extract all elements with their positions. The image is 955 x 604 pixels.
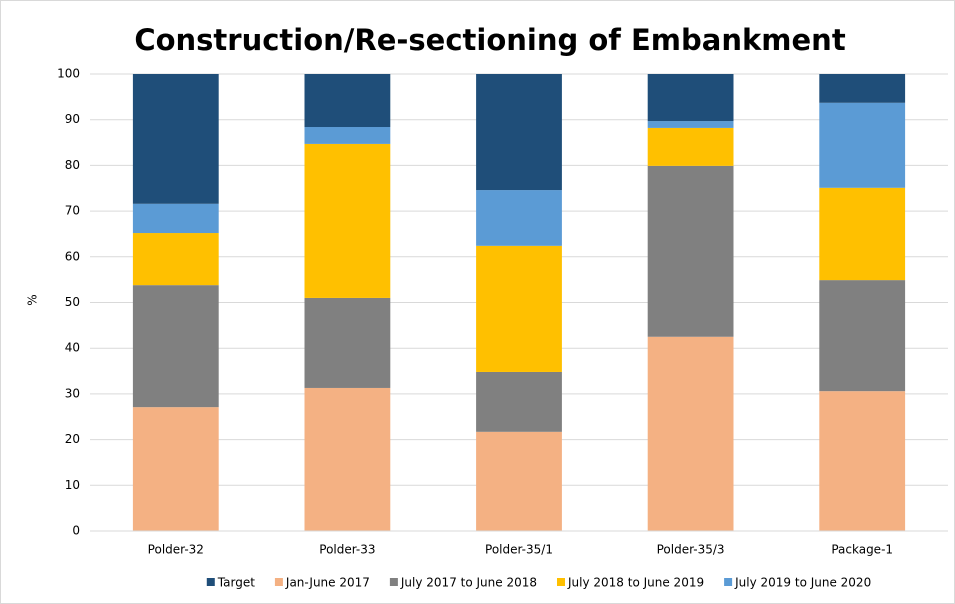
legend-item: Target [206,576,255,590]
bar-segment [304,127,391,144]
y-axis-label: % [26,294,40,305]
y-tick-label: 100 [57,67,80,81]
bar-segment [819,74,906,103]
bar-segment [819,102,906,188]
y-tick-label: 40 [65,341,80,355]
y-tick-label: 60 [65,249,80,263]
legend-swatch [557,578,565,586]
legend-label: Target [217,576,255,590]
bar-segment [304,297,391,388]
legend-swatch [274,578,283,586]
y-tick-label: 70 [65,204,80,218]
legend-item: July 2017 to June 2018 [389,576,537,590]
x-tick-label: Polder-33 [319,543,375,557]
legend-item: Jan-June 2017 [274,576,370,590]
bar-segment [647,121,734,128]
bar-segment [132,203,219,234]
bar-segment [304,143,391,298]
bar-segment [476,190,562,246]
legend-swatch [724,578,733,586]
bar-segment [647,165,734,337]
bar-segment [304,74,391,128]
x-tick-label: Polder-35/3 [657,543,725,557]
y-tick-label: 50 [65,295,80,309]
bar-segment [476,245,562,372]
bar-segment [304,387,391,531]
bar-segment [132,407,219,531]
bar-segment [476,74,562,191]
y-tick-label: 20 [65,432,80,446]
chart-title: Construction/Re-sectioning of Embankment [134,23,846,57]
x-tick-label: Package-1 [831,543,893,557]
bar-segment [132,233,219,286]
y-tick-label: 0 [72,524,80,538]
legend-label: July 2018 to June 2019 [567,576,704,590]
x-tick-label: Polder-32 [148,543,204,557]
legend-item: July 2018 to June 2019 [557,576,704,590]
legend-swatch [389,578,398,586]
bar-segment [647,336,734,531]
legend-item: July 2019 to June 2020 [724,576,871,590]
bar-segment [476,431,562,531]
bar-segment [819,280,906,392]
legend-label: July 2019 to June 2020 [734,576,871,590]
bar-segment [819,187,906,281]
bar-segment [647,74,734,122]
bar-segment [132,285,219,408]
y-tick-label: 10 [65,478,80,492]
bar-segment [819,391,906,531]
y-tick-label: 80 [65,158,80,172]
y-tick-label: 30 [65,386,80,400]
legend-label: July 2017 to June 2018 [400,576,537,590]
legend-label: Jan-June 2017 [285,576,370,590]
bar-segment [647,127,734,166]
legend-swatch [206,578,215,586]
y-tick-label: 90 [65,112,80,126]
bar-segment [132,74,219,204]
bar-segment [476,371,562,432]
x-tick-label: Polder-35/1 [485,543,553,557]
